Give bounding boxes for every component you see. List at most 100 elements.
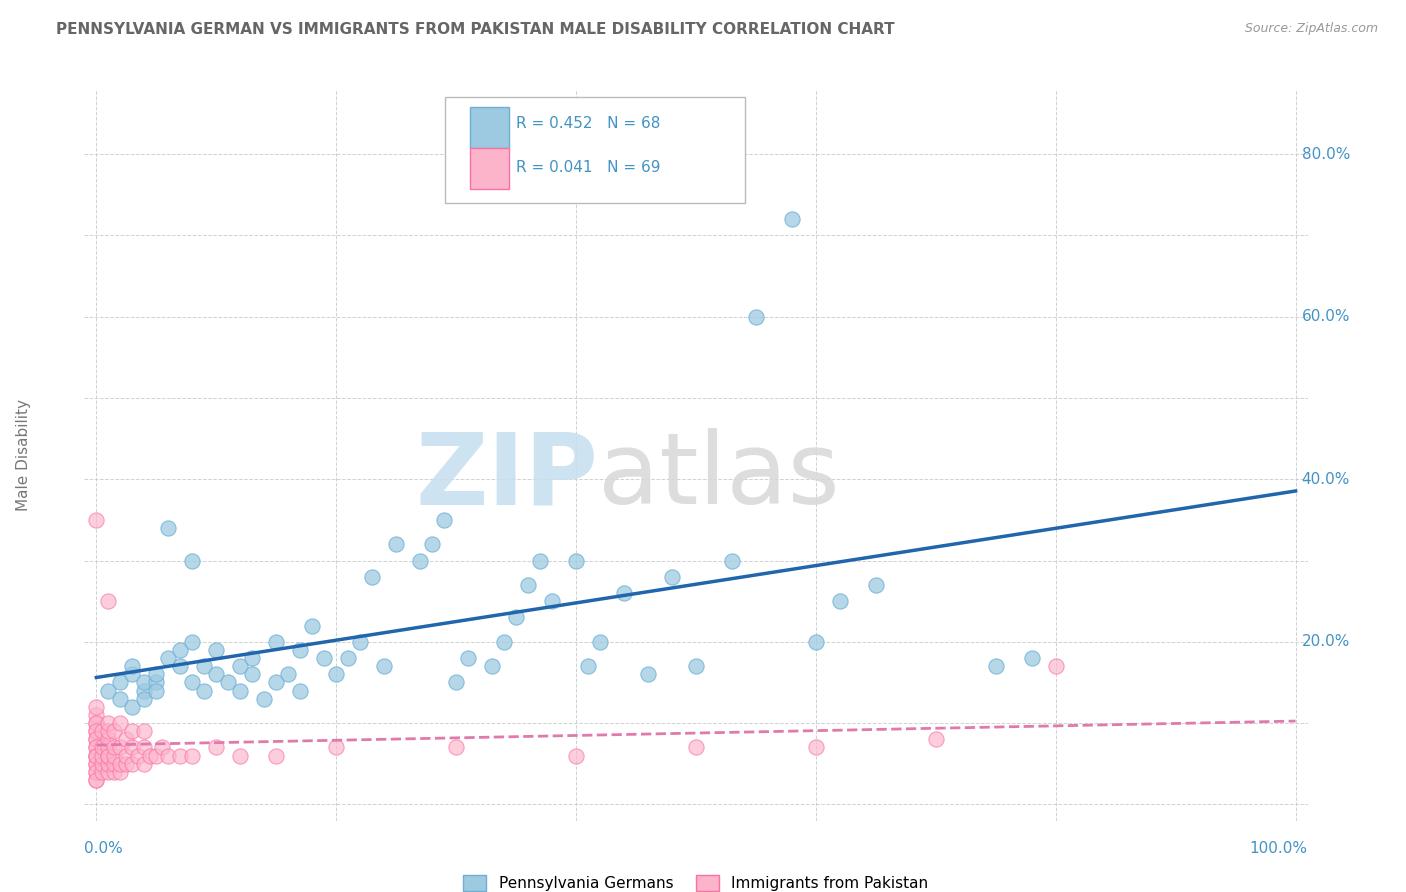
Point — [97, 748, 120, 763]
Point — [91, 724, 114, 739]
Point — [121, 699, 143, 714]
Point — [86, 748, 108, 763]
Point — [121, 659, 143, 673]
Point — [409, 553, 432, 567]
Point — [115, 748, 138, 763]
Point — [103, 756, 125, 771]
Point — [541, 594, 564, 608]
Point — [86, 699, 108, 714]
Point — [229, 748, 252, 763]
Point — [193, 683, 215, 698]
Text: 40.0%: 40.0% — [1302, 472, 1350, 487]
Point — [121, 667, 143, 681]
Point — [589, 635, 612, 649]
Point — [433, 513, 456, 527]
Point — [103, 764, 125, 779]
Point — [86, 756, 108, 771]
Point — [86, 740, 108, 755]
Text: ZIP: ZIP — [415, 428, 598, 525]
Point — [86, 748, 108, 763]
Point — [205, 643, 228, 657]
Point — [301, 618, 323, 632]
Point — [385, 537, 408, 551]
Point — [86, 748, 108, 763]
Text: 0.0%: 0.0% — [84, 841, 124, 856]
Point — [97, 594, 120, 608]
Point — [181, 553, 204, 567]
Text: 80.0%: 80.0% — [1302, 146, 1350, 161]
Text: 20.0%: 20.0% — [1302, 634, 1350, 649]
Point — [145, 667, 167, 681]
Point — [127, 748, 149, 763]
Point — [97, 756, 120, 771]
Point — [86, 732, 108, 747]
Point — [264, 635, 287, 649]
Point — [685, 740, 707, 755]
Point — [110, 675, 132, 690]
Point — [721, 553, 744, 567]
Point — [134, 724, 156, 739]
Point — [134, 691, 156, 706]
Point — [110, 691, 132, 706]
Text: 100.0%: 100.0% — [1250, 841, 1308, 856]
Point — [1045, 659, 1067, 673]
Point — [290, 683, 312, 698]
Point — [97, 724, 120, 739]
Point — [134, 740, 156, 755]
Point — [86, 764, 108, 779]
Point — [637, 667, 659, 681]
Point — [205, 740, 228, 755]
Point — [110, 716, 132, 731]
Point — [865, 578, 887, 592]
Point — [86, 772, 108, 787]
Point — [145, 675, 167, 690]
Point — [361, 570, 384, 584]
Text: Source: ZipAtlas.com: Source: ZipAtlas.com — [1244, 22, 1378, 36]
Point — [169, 659, 191, 673]
Point — [86, 513, 108, 527]
Point — [110, 740, 132, 755]
Point — [86, 716, 108, 731]
Point — [325, 740, 347, 755]
Point — [613, 586, 636, 600]
Point — [86, 708, 108, 723]
Point — [145, 748, 167, 763]
Point — [121, 724, 143, 739]
Point — [86, 732, 108, 747]
Point — [91, 740, 114, 755]
Point — [86, 756, 108, 771]
Point — [264, 675, 287, 690]
Point — [804, 740, 827, 755]
Point — [103, 740, 125, 755]
Point — [103, 748, 125, 763]
Point — [86, 740, 108, 755]
Point — [264, 748, 287, 763]
Point — [139, 748, 162, 763]
Point — [804, 635, 827, 649]
Text: PENNSYLVANIA GERMAN VS IMMIGRANTS FROM PAKISTAN MALE DISABILITY CORRELATION CHAR: PENNSYLVANIA GERMAN VS IMMIGRANTS FROM P… — [56, 22, 894, 37]
Point — [121, 740, 143, 755]
Point — [97, 740, 120, 755]
Point — [240, 667, 263, 681]
FancyBboxPatch shape — [446, 96, 745, 202]
Point — [685, 659, 707, 673]
Point — [925, 732, 948, 747]
Point — [205, 667, 228, 681]
Point — [444, 740, 467, 755]
Point — [780, 212, 803, 227]
Point — [97, 764, 120, 779]
Point — [134, 756, 156, 771]
Point — [157, 748, 180, 763]
Point — [277, 667, 299, 681]
Point — [86, 716, 108, 731]
Point — [86, 764, 108, 779]
Point — [745, 310, 768, 324]
Point — [457, 651, 479, 665]
Point — [349, 635, 371, 649]
Point — [314, 651, 336, 665]
Text: atlas: atlas — [598, 428, 839, 525]
Point — [1021, 651, 1043, 665]
Point — [91, 764, 114, 779]
Point — [97, 716, 120, 731]
Point — [661, 570, 683, 584]
